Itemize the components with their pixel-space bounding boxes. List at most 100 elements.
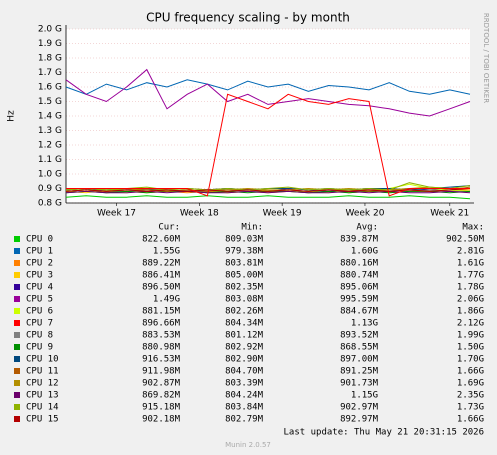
x-tick-label: Week 21 bbox=[430, 209, 469, 219]
legend-stat: 803.81M bbox=[225, 259, 264, 269]
legend-stat: 804.34M bbox=[225, 319, 264, 329]
legend-stat: 911.98M bbox=[142, 367, 181, 377]
x-tick-label: Week 17 bbox=[97, 209, 136, 219]
legend-stat: 979.38M bbox=[225, 247, 264, 257]
y-tick-label: 1.5 G bbox=[38, 97, 62, 107]
legend-stat: 1.66G bbox=[457, 415, 484, 425]
legend-stat: 995.59M bbox=[340, 295, 379, 305]
legend-stat: 802.35M bbox=[225, 283, 264, 293]
legend-stat: 1.77G bbox=[457, 271, 484, 281]
legend-label: CPU 0 bbox=[26, 235, 53, 245]
legend-stat: 889.22M bbox=[142, 259, 181, 269]
legend-stat: 884.67M bbox=[340, 307, 379, 317]
series-line bbox=[65, 79, 471, 95]
legend-stat: 902.18M bbox=[142, 415, 181, 425]
legend-stat: 1.61G bbox=[457, 259, 484, 269]
legend-label: CPU 10 bbox=[26, 355, 59, 365]
series-line bbox=[65, 68, 471, 117]
legend-stat: 1.15G bbox=[351, 391, 378, 401]
legend-stat: 902.87M bbox=[142, 379, 181, 389]
legend-label: CPU 2 bbox=[26, 259, 53, 269]
legend-stat: 822.60M bbox=[142, 235, 181, 245]
legend-stat: 1.99G bbox=[457, 331, 484, 341]
legend-stat: 802.92M bbox=[225, 343, 264, 353]
legend-swatch bbox=[14, 332, 20, 338]
legend-label: CPU 15 bbox=[26, 415, 59, 425]
watermark: RRDTOOL / TOBI OETIKER bbox=[482, 13, 490, 103]
y-tick-label: 1.3 G bbox=[38, 126, 62, 136]
legend-swatch bbox=[14, 356, 20, 362]
legend-stat: 880.74M bbox=[340, 271, 379, 281]
legend-swatch bbox=[14, 296, 20, 302]
legend-stat: 896.50M bbox=[142, 283, 181, 293]
x-tick-label: Week 19 bbox=[263, 209, 302, 219]
legend-label: CPU 5 bbox=[26, 295, 53, 305]
legend-stat: 915.18M bbox=[142, 403, 181, 413]
y-tick-label: 1.1 G bbox=[38, 155, 62, 165]
y-tick-label: 1.9 G bbox=[38, 39, 62, 49]
series-line bbox=[65, 186, 470, 191]
legend-label: CPU 13 bbox=[26, 391, 59, 401]
legend-stat: 802.79M bbox=[225, 415, 264, 425]
column-header: Avg: bbox=[356, 223, 378, 233]
legend-stat: 896.66M bbox=[142, 319, 181, 329]
legend-stat: 1.50G bbox=[457, 343, 484, 353]
legend-stat: 886.41M bbox=[142, 271, 181, 281]
legend-label: CPU 12 bbox=[26, 379, 59, 389]
footer: Munin 2.0.57 bbox=[225, 441, 271, 449]
legend-stat: 803.08M bbox=[225, 295, 264, 305]
legend-swatch bbox=[14, 308, 20, 314]
legend-label: CPU 11 bbox=[26, 367, 59, 377]
last-update: Last update: Thu May 21 20:31:15 2026 bbox=[284, 428, 484, 438]
legend-stat: 1.66G bbox=[457, 367, 484, 377]
legend-stat: 804.70M bbox=[225, 367, 264, 377]
column-header: Max: bbox=[462, 223, 484, 233]
legend-stat: 803.39M bbox=[225, 379, 264, 389]
legend-stat: 809.03M bbox=[225, 235, 264, 245]
column-header: Min: bbox=[241, 223, 263, 233]
x-tick-label: Week 18 bbox=[180, 209, 219, 219]
legend-stat: 891.25M bbox=[340, 367, 379, 377]
legend-stat: 881.15M bbox=[142, 307, 181, 317]
legend-stat: 804.24M bbox=[225, 391, 264, 401]
legend-stat: 805.00M bbox=[225, 271, 264, 281]
y-tick-label: 1.4 G bbox=[38, 112, 62, 122]
legend-swatch bbox=[14, 320, 20, 326]
legend-swatch bbox=[14, 284, 20, 290]
legend-stat: 802.26M bbox=[225, 307, 264, 317]
chart-title: CPU frequency scaling - by month bbox=[146, 11, 350, 25]
legend-swatch bbox=[14, 368, 20, 374]
legend-label: CPU 7 bbox=[26, 319, 53, 329]
column-header: Cur: bbox=[158, 223, 180, 233]
series-line bbox=[65, 195, 471, 200]
legend-swatch bbox=[14, 392, 20, 398]
legend-label: CPU 9 bbox=[26, 343, 53, 353]
y-tick-label: 1.8 G bbox=[38, 54, 62, 64]
legend-stat: 1.78G bbox=[457, 283, 484, 293]
legend-stat: 869.82M bbox=[142, 391, 181, 401]
legend-swatch bbox=[14, 236, 20, 242]
y-axis-label: Hz bbox=[7, 110, 17, 122]
legend-stat: 868.55M bbox=[340, 343, 379, 353]
series-line bbox=[65, 188, 471, 192]
legend-swatch bbox=[14, 416, 20, 422]
legend-stat: 839.87M bbox=[340, 235, 379, 245]
legend-swatch bbox=[14, 344, 20, 350]
legend-stat: 802.90M bbox=[225, 355, 264, 365]
legend-swatch bbox=[14, 380, 20, 386]
legend-stat: 1.86G bbox=[457, 307, 484, 317]
legend-stat: 1.13G bbox=[351, 319, 378, 329]
legend-swatch bbox=[14, 260, 20, 266]
legend-stat: 1.49G bbox=[153, 295, 180, 305]
legend-swatch bbox=[14, 404, 20, 410]
legend-stat: 803.84M bbox=[225, 403, 264, 413]
y-tick-label: 2.0 G bbox=[38, 25, 62, 35]
legend-stat: 2.12G bbox=[457, 319, 484, 329]
legend-stat: 1.69G bbox=[457, 379, 484, 389]
legend-label: CPU 14 bbox=[26, 403, 59, 413]
legend-stat: 2.81G bbox=[457, 247, 484, 257]
series-line bbox=[66, 93, 470, 197]
y-tick-label: 1.2 G bbox=[38, 141, 62, 151]
legend-label: CPU 8 bbox=[26, 331, 53, 341]
legend-stat: 893.52M bbox=[340, 331, 379, 341]
